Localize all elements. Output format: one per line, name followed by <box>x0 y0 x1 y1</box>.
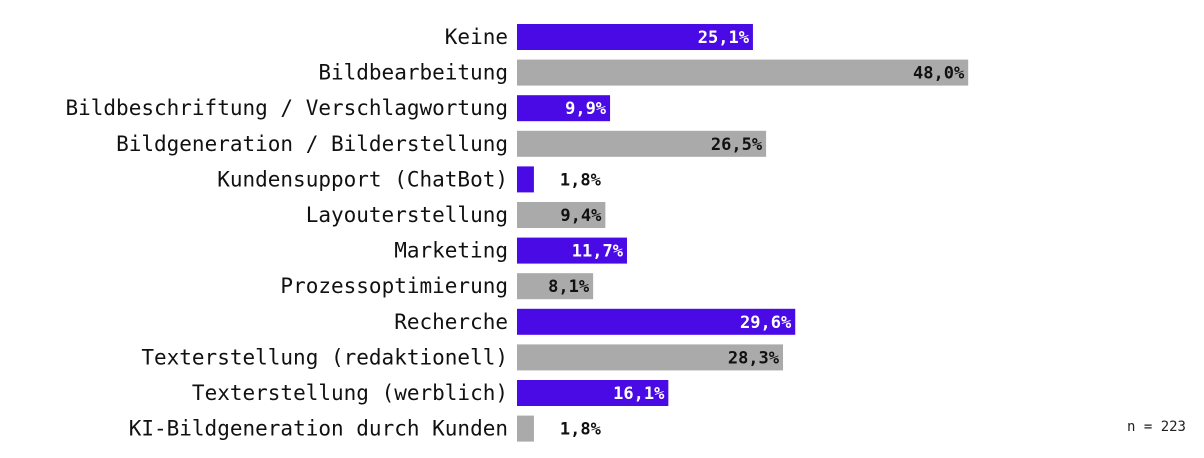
value-label: 8,1% <box>548 277 590 297</box>
bar <box>517 380 669 406</box>
bar <box>517 308 796 335</box>
value-label: 1,8% <box>560 170 602 190</box>
value-label: 11,7% <box>572 242 624 262</box>
value-labels: 25,1% 48,0% 9,9% 26,5% 1,8% 9,4% 11,7% 8,1% 29,6… <box>548 28 965 440</box>
category-label: Bildgeneration / Bilderstellung <box>116 132 508 156</box>
bar <box>517 95 611 122</box>
category-label: Marketing <box>394 239 508 263</box>
value-label: 9,9% <box>565 99 607 119</box>
bar <box>517 237 627 264</box>
value-label: 16,1% <box>613 384 665 404</box>
category-label: Bildbearbeitung <box>318 61 508 85</box>
category-label: Texterstellung (redaktionell) <box>141 345 508 369</box>
sample-size-note: n = 223 <box>1127 419 1186 435</box>
category-label: Texterstellung (werblich) <box>192 381 508 405</box>
category-label: Kundensupport (ChatBot) <box>217 167 508 191</box>
value-label: 28,3% <box>728 348 780 368</box>
category-label: Prozessoptimierung <box>280 274 508 298</box>
category-label: Recherche <box>394 310 508 334</box>
value-label: 48,0% <box>913 64 965 84</box>
bar <box>517 166 534 193</box>
category-labels: Keine Bildbearbeitung Bildbeschriftung / V… <box>65 25 508 441</box>
category-label: Bildbeschriftung / Verschlagwortung <box>65 96 508 120</box>
bar <box>517 273 594 300</box>
bars <box>517 24 969 442</box>
bar <box>517 344 784 371</box>
value-label: 25,1% <box>698 28 750 48</box>
bar <box>517 415 534 442</box>
category-label: KI-Bildgeneration durch Kunden <box>129 417 508 441</box>
value-label: 26,5% <box>711 135 763 155</box>
bar <box>517 130 767 157</box>
value-label: 1,8% <box>560 420 602 440</box>
value-label: 29,6% <box>740 313 792 333</box>
bar <box>517 59 969 86</box>
bar <box>517 24 753 50</box>
category-label: Layouterstellung <box>306 203 508 227</box>
value-label: 9,4% <box>560 206 602 226</box>
category-label: Keine <box>445 25 508 49</box>
bar <box>517 202 606 228</box>
